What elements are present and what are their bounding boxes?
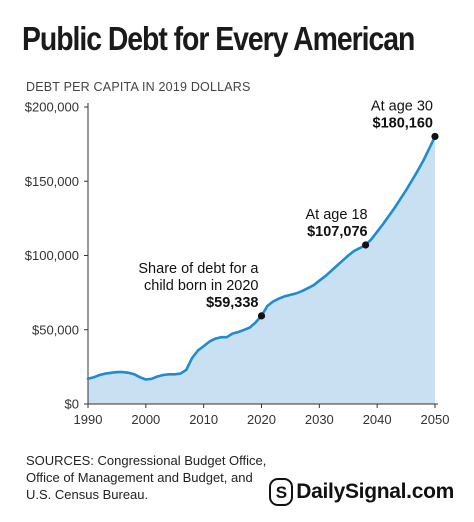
data-point-marker (257, 312, 266, 320)
x-tick-label: 2050 (421, 412, 450, 427)
y-tick-label: $0 (65, 397, 79, 412)
sources-line: U.S. Census Bureau. (26, 487, 149, 502)
chart-canvas: $0 $50,000 $100,000 $150,000 $200,000 1990 200… (25, 98, 450, 427)
annotation-value: $107,076 (307, 224, 367, 240)
series-area (88, 136, 435, 404)
brand-name: DailySignal.com (296, 480, 454, 503)
data-point-marker (431, 132, 439, 141)
x-tick-label: 2010 (189, 412, 218, 427)
annotation-text: At age 18 (306, 207, 368, 223)
annotation-value: $59,338 (206, 295, 258, 311)
x-tick-label: 1990 (74, 412, 103, 427)
y-tick-label: $50,000 (32, 322, 79, 337)
annotation-value: $180,160 (373, 115, 433, 131)
brand-symbol: S (269, 478, 294, 506)
y-tick-label: $200,000 (25, 100, 79, 115)
brand-logo: S DailySignal.com (269, 478, 454, 506)
x-tick-label: 2030 (305, 412, 334, 427)
chart-subtitle: DEBT PER CAPITA IN 2019 DOLLARS (26, 80, 251, 94)
data-point-marker (362, 241, 370, 249)
x-tick-label: 2020 (247, 412, 276, 427)
sources-line: SOURCES: Congressional Budget Office, (26, 453, 267, 468)
x-tick-label: 2040 (363, 412, 392, 427)
annotation-text: At age 30 (371, 98, 433, 114)
annotation-text: Share of debt for a (138, 261, 259, 277)
annotation-text: child born in 2020 (144, 278, 258, 294)
chart-title: Public Debt for Every American (22, 20, 415, 57)
sources-line: Office of Management and Budget, and (26, 470, 253, 485)
x-tick-label: 2000 (131, 412, 160, 427)
sources-note: SOURCES: Congressional Budget Office, Of… (26, 452, 266, 503)
y-tick-label: $100,000 (25, 248, 79, 263)
y-tick-label: $150,000 (25, 174, 79, 189)
